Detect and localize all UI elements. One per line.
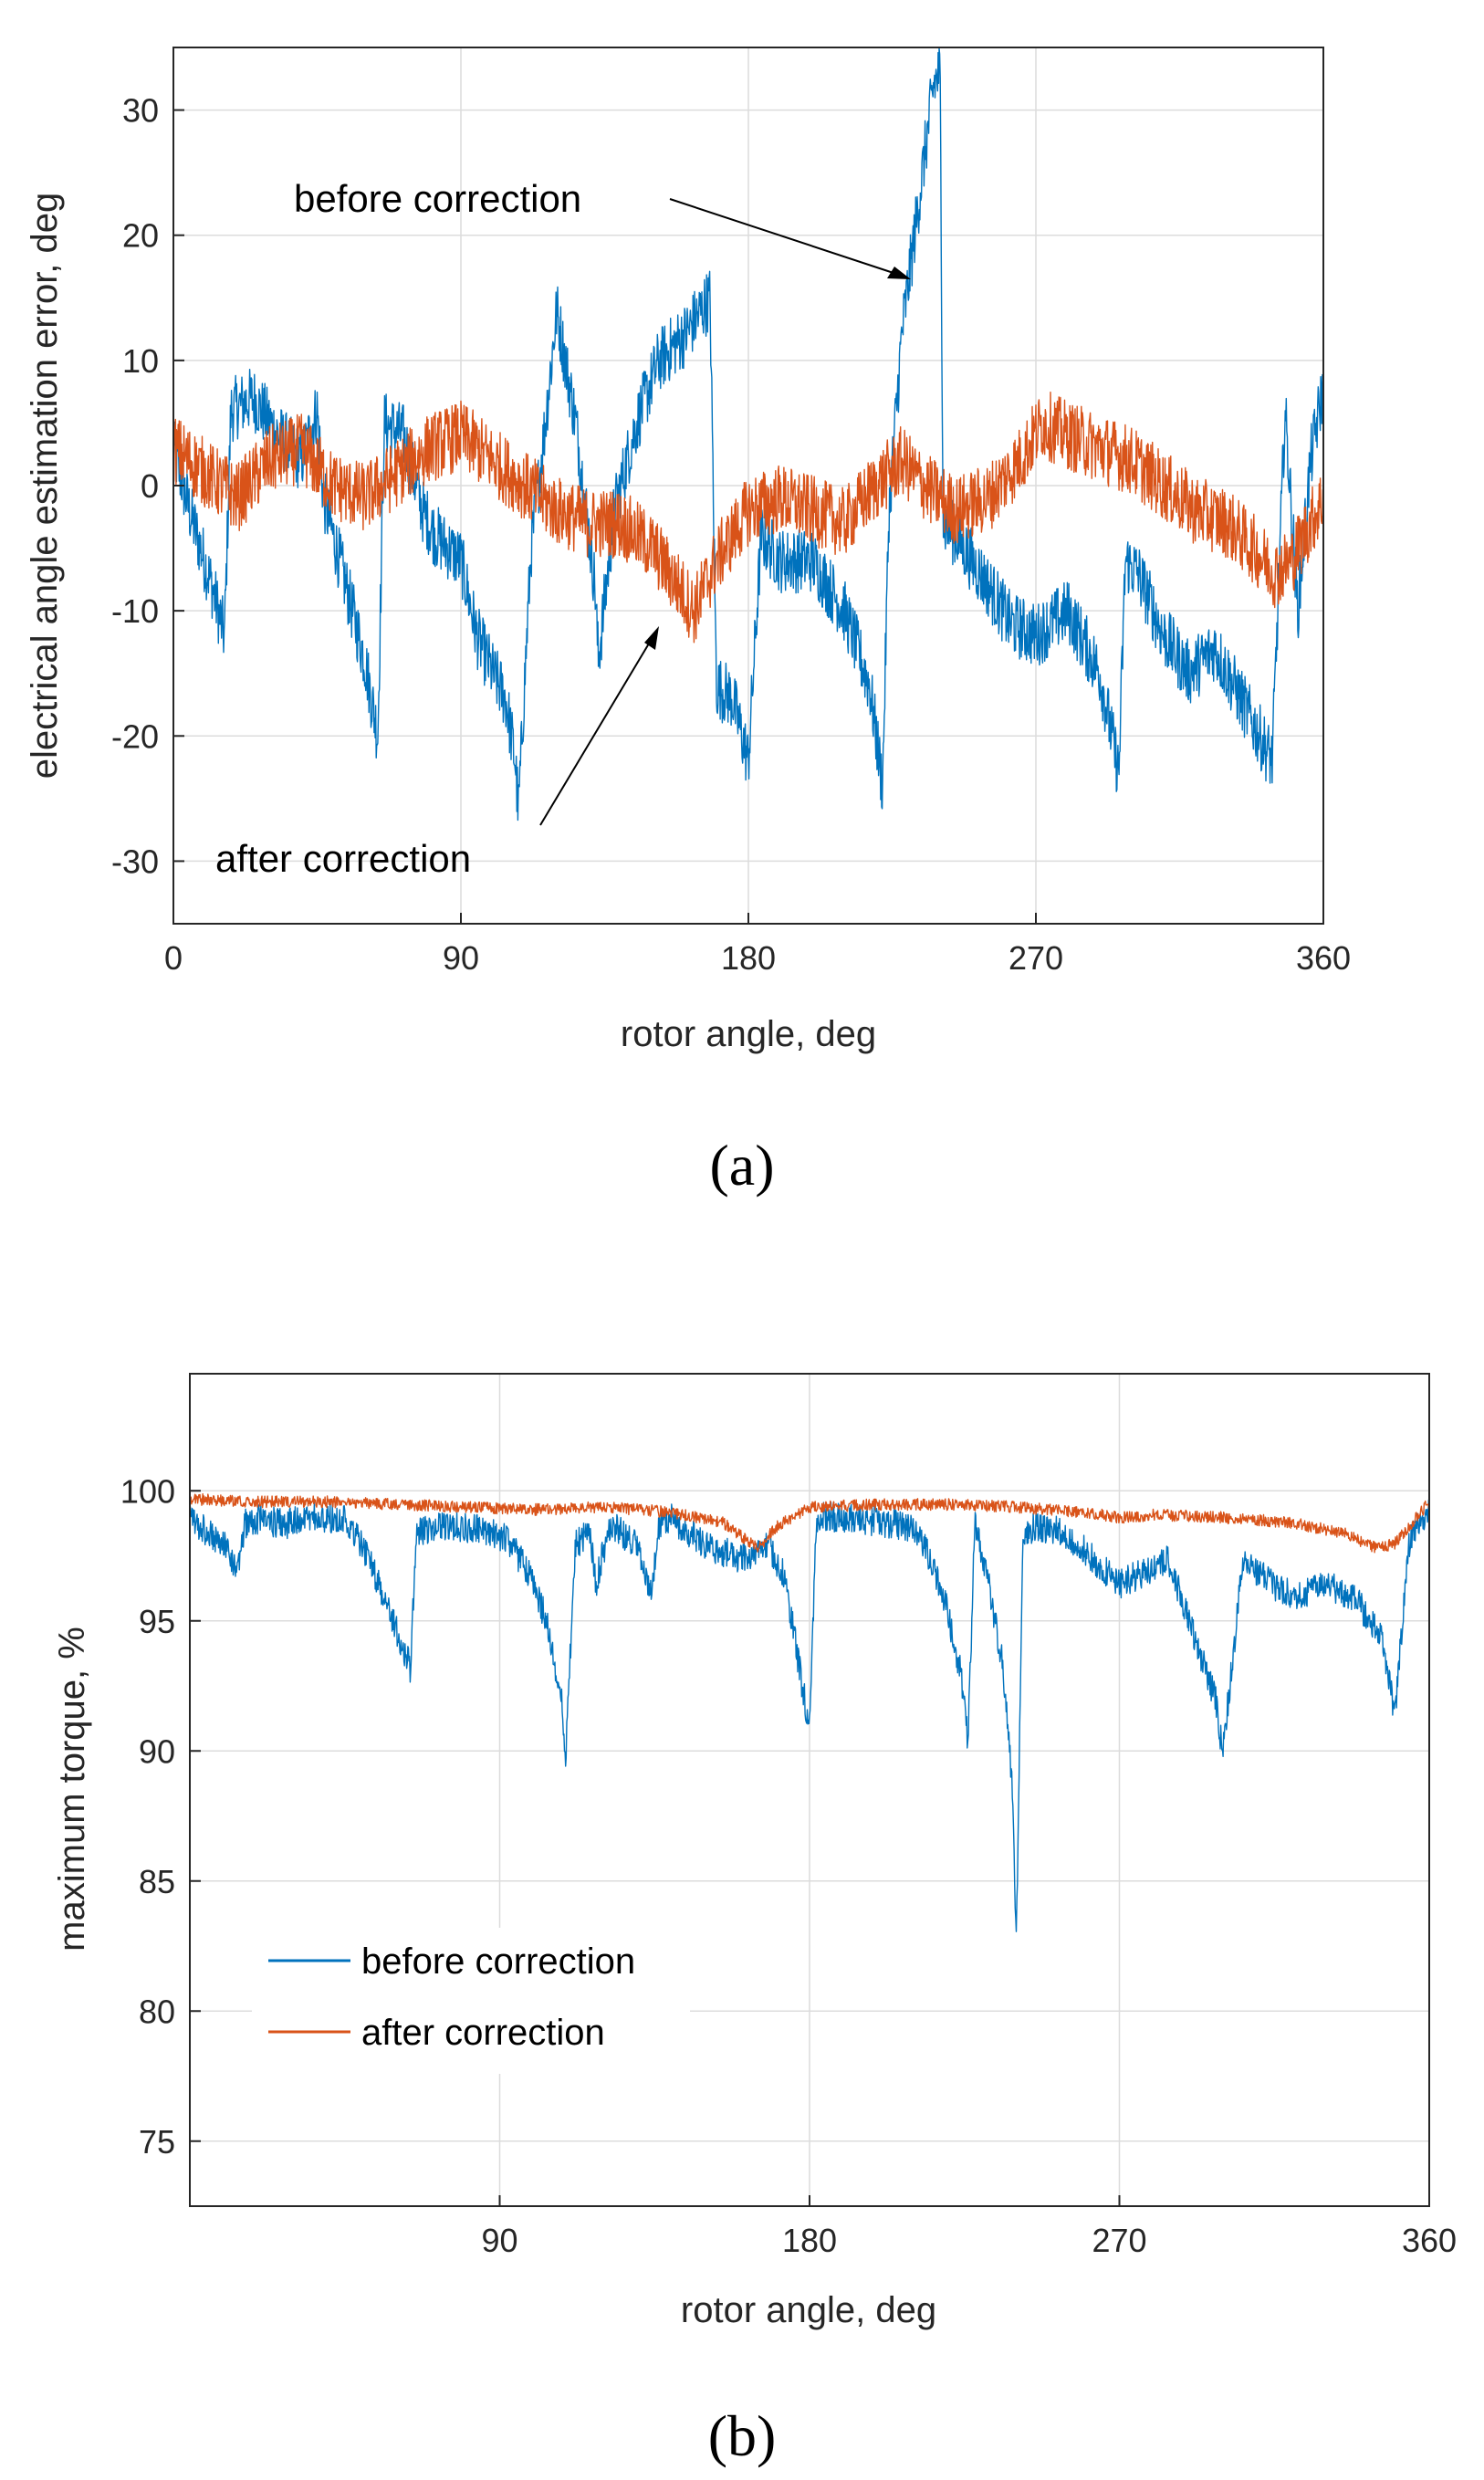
ticks-a: 0 90 180 270 360 -30 -20 -10 0 10 20 30 — [111, 92, 1351, 977]
legend-label-before: before correction — [361, 1941, 635, 1982]
legend-label-after: after correction — [361, 2013, 605, 2053]
x-axis-label-a: rotor angle, deg — [621, 1014, 876, 1054]
x-tick-label: 270 — [1008, 939, 1063, 977]
y-tick-label: 100 — [120, 1472, 175, 1510]
x-tick-label: 360 — [1402, 2222, 1457, 2259]
y-axis-label-a: electrical angle estimation error, deg — [25, 193, 65, 780]
x-tick-label: 0 — [164, 939, 183, 977]
grid-a — [173, 47, 1323, 924]
panel-label-b: (b) — [708, 2403, 777, 2468]
x-tick-label: 180 — [721, 939, 776, 977]
y-tick-label: 20 — [122, 217, 159, 255]
chart-panel-a: 0 90 180 270 360 -30 -20 -10 0 10 20 30 rotor angle… — [25, 47, 1351, 1198]
grid-b — [190, 1374, 1429, 2206]
ticks-b: 90 180 270 360 75 80 85 90 95 100 — [120, 1472, 1457, 2259]
panel-a-series-before-correction — [172, 47, 1324, 821]
x-tick-label: 360 — [1296, 939, 1351, 977]
y-tick-label: 75 — [139, 2123, 175, 2161]
x-tick-label: 90 — [481, 2222, 517, 2259]
y-tick-label: -10 — [111, 592, 159, 630]
panel-a-series-after-correction — [172, 392, 1324, 644]
y-tick-label: 0 — [141, 467, 159, 505]
annotation-arrowhead-after — [644, 626, 659, 650]
panel-b-series-before-correction — [189, 1499, 1430, 1932]
y-tick-label: 10 — [122, 342, 159, 380]
y-tick-label: 80 — [139, 1993, 175, 2030]
annotations-a: before correction after correction — [215, 177, 911, 880]
y-tick-label: 30 — [122, 92, 159, 130]
panel-b-series-after-correction — [189, 1492, 1430, 1554]
annotation-arrow-after-line — [539, 638, 653, 826]
y-tick-label: -30 — [111, 842, 159, 880]
annotation-after-correction: after correction — [215, 837, 471, 880]
panel-label-a: (a) — [709, 1133, 774, 1198]
legend-box-b — [252, 1928, 690, 2074]
annotation-arrow-before-line — [669, 198, 903, 277]
x-axis-label-b: rotor angle, deg — [681, 2290, 936, 2330]
y-tick-label: -20 — [111, 717, 159, 755]
y-tick-label: 95 — [139, 1603, 175, 1640]
series-layer-b — [189, 1492, 1430, 1932]
y-axis-label-b: maximum torque, % — [52, 1627, 92, 1952]
legend-b: before correction after correction — [252, 1928, 690, 2074]
series-layer-a — [172, 47, 1324, 821]
annotation-arrowhead-before — [887, 267, 911, 279]
annotation-before-correction: before correction — [294, 177, 581, 220]
x-tick-label: 180 — [782, 2222, 837, 2259]
y-tick-label: 85 — [139, 1863, 175, 1900]
y-tick-label: 90 — [139, 1732, 175, 1770]
x-tick-label: 90 — [443, 939, 479, 977]
chart-panel-b: before correction after correction 90 180… — [52, 1373, 1457, 2468]
x-tick-label: 270 — [1092, 2222, 1146, 2259]
